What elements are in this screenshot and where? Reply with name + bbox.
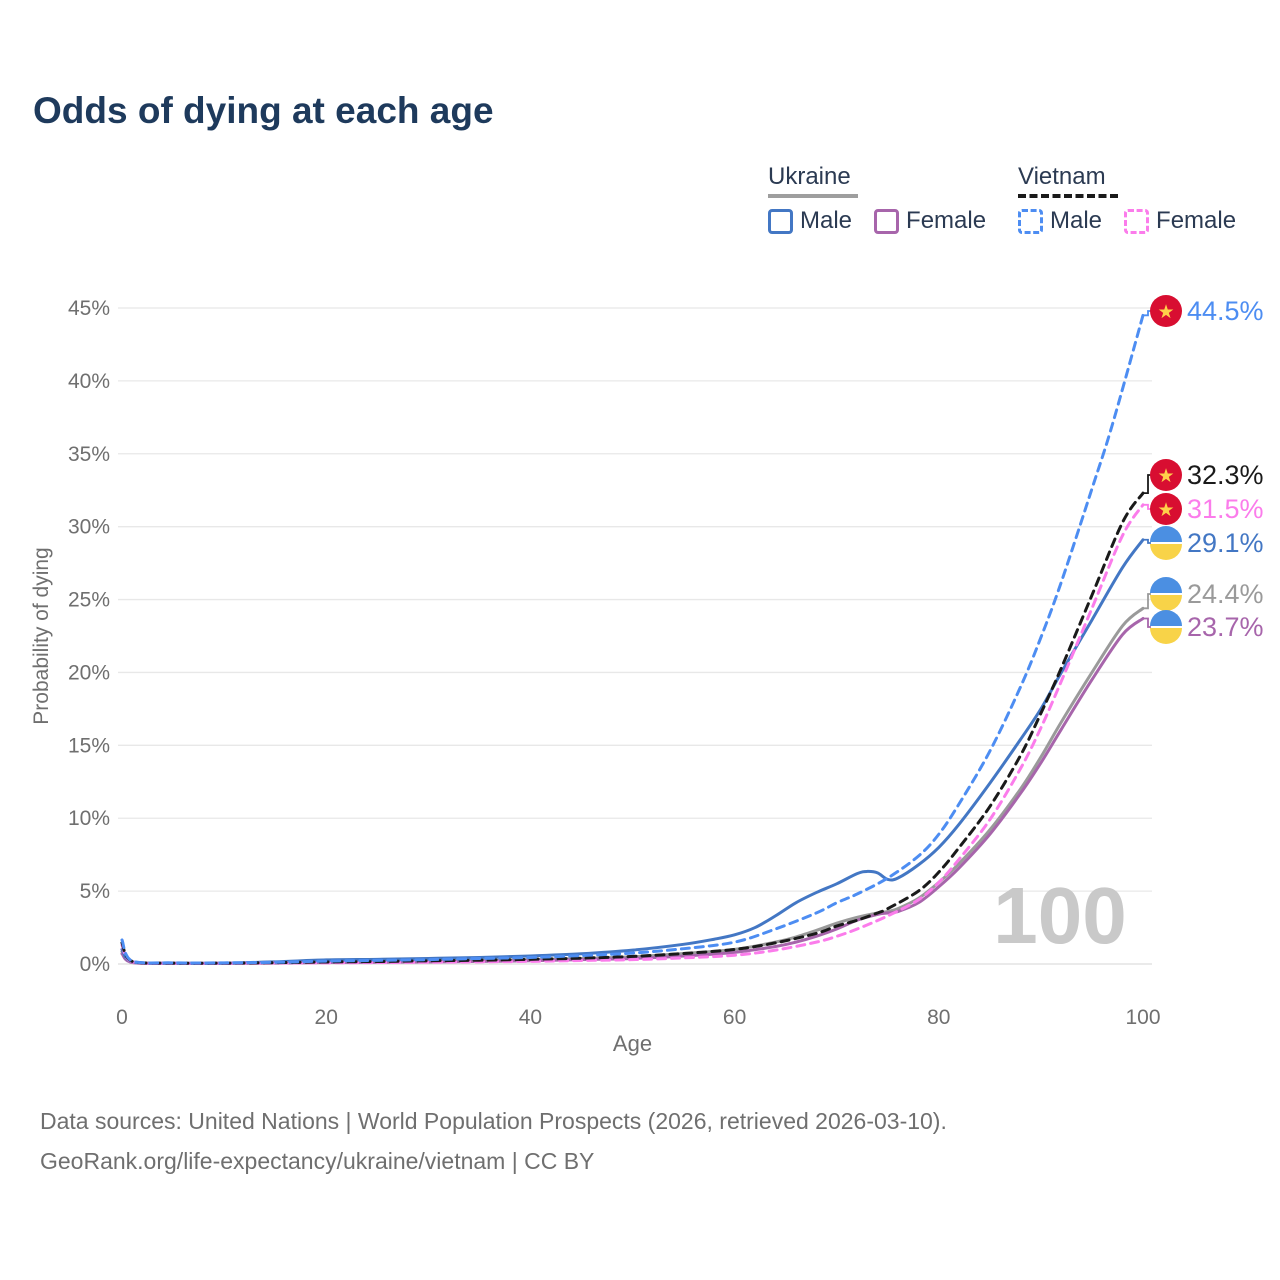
leader-line-ukraine-female bbox=[1143, 617, 1151, 628]
footer-attribution: GeoRank.org/life-expectancy/ukraine/viet… bbox=[40, 1148, 595, 1174]
y-tick-label-15: 15% bbox=[68, 734, 110, 757]
legend-group-ukraine: Ukraine Male Female bbox=[768, 163, 1008, 235]
x-tick-label-40: 40 bbox=[519, 1006, 542, 1029]
vietnam-female-swatch-icon bbox=[1124, 208, 1150, 234]
x-tick-label-0: 0 bbox=[116, 1006, 128, 1029]
vietnam-flag-icon bbox=[1150, 295, 1182, 327]
leader-line-vietnam-total bbox=[1143, 474, 1151, 495]
series-line-vietnam-female[interactable] bbox=[120, 503, 1145, 965]
vietnam-flag-icon bbox=[1150, 493, 1182, 525]
end-value-label-ukraine-total: 24.4% bbox=[1187, 579, 1264, 609]
footer-data-sources: Data sources: United Nations | World Pop… bbox=[40, 1108, 947, 1134]
series-line-vietnam-male[interactable] bbox=[120, 313, 1145, 965]
vietnam-male-swatch-icon bbox=[1018, 208, 1043, 234]
vietnam-line-style-swatch bbox=[1018, 194, 1118, 198]
ukraine-flag-icon bbox=[1150, 628, 1182, 644]
legend-group-ukraine-label: Ukraine bbox=[768, 163, 851, 190]
ukraine-flag-icon bbox=[1150, 610, 1182, 626]
ukraine-flag-icon bbox=[1150, 577, 1182, 593]
legend-item-ukraine-female-label: Female bbox=[906, 207, 987, 234]
series-line-vietnam-total[interactable] bbox=[120, 491, 1145, 965]
leader-line-ukraine-total bbox=[1143, 593, 1151, 610]
y-tick-label-45: 45% bbox=[68, 297, 110, 320]
legend-item-ukraine-male[interactable]: Male bbox=[768, 207, 852, 235]
x-axis-title: Age bbox=[613, 1031, 652, 1056]
ukraine-flag-icon bbox=[1150, 526, 1182, 542]
legend-group-vietnam: Vietnam Male Female bbox=[1018, 163, 1258, 235]
legend-item-ukraine-male-label: Male bbox=[800, 207, 853, 234]
end-value-label-vietnam-female: 31.5% bbox=[1187, 494, 1264, 524]
y-tick-label-40: 40% bbox=[68, 370, 110, 393]
y-tick-label-20: 20% bbox=[68, 661, 110, 684]
vietnam-flag-icon bbox=[1150, 459, 1182, 491]
vietnam-flag-star-icon: ★ bbox=[1157, 302, 1174, 323]
x-tick-label-100: 100 bbox=[1125, 1006, 1160, 1029]
y-tick-label-25: 25% bbox=[68, 589, 110, 612]
legend-item-vietnam-male[interactable]: Male bbox=[1018, 207, 1102, 235]
ukraine-female-swatch-icon bbox=[874, 208, 900, 234]
legend-group-vietnam-label: Vietnam bbox=[1018, 163, 1106, 190]
chart-title: Odds of dying at each age bbox=[33, 90, 494, 131]
ukraine-flag-icon bbox=[1150, 595, 1182, 611]
vietnam-flag-star-icon: ★ bbox=[1157, 500, 1174, 521]
x-tick-label-80: 80 bbox=[927, 1006, 950, 1029]
ukraine-flag-icon bbox=[1150, 544, 1182, 560]
legend: Ukraine Male Female Vietnam Male bbox=[0, 163, 1280, 243]
leader-line-ukraine-male bbox=[1143, 538, 1151, 544]
end-value-label-vietnam-male: 44.5% bbox=[1187, 296, 1264, 326]
legend-item-vietnam-female-label: Female bbox=[1156, 207, 1237, 234]
vietnam-flag-star-icon: ★ bbox=[1157, 466, 1174, 487]
series-line-ukraine-total[interactable] bbox=[120, 606, 1145, 965]
y-axis-title: Probability of dying bbox=[30, 547, 53, 724]
legend-item-ukraine-female[interactable]: Female bbox=[874, 207, 986, 235]
x-tick-label-20: 20 bbox=[315, 1006, 338, 1029]
end-value-label-ukraine-female: 23.7% bbox=[1187, 612, 1264, 642]
legend-item-vietnam-female[interactable]: Female bbox=[1124, 207, 1236, 235]
y-tick-label-35: 35% bbox=[68, 443, 110, 466]
series-line-ukraine-female[interactable] bbox=[120, 617, 1145, 965]
legend-item-vietnam-male-label: Male bbox=[1050, 207, 1103, 234]
ukraine-male-swatch-icon bbox=[768, 208, 793, 234]
end-value-label-vietnam-total: 32.3% bbox=[1187, 460, 1264, 490]
age-watermark: 100 bbox=[993, 871, 1126, 960]
leader-line-vietnam-female bbox=[1143, 503, 1151, 510]
x-tick-label-60: 60 bbox=[723, 1006, 746, 1029]
y-tick-label-5: 5% bbox=[80, 880, 110, 903]
y-tick-label-0: 0% bbox=[80, 953, 110, 976]
end-value-label-ukraine-male: 29.1% bbox=[1187, 528, 1264, 558]
ukraine-line-style-swatch bbox=[768, 194, 858, 198]
leader-line-vietnam-male bbox=[1143, 310, 1151, 317]
y-tick-label-30: 30% bbox=[68, 516, 110, 539]
y-tick-label-10: 10% bbox=[68, 807, 110, 830]
